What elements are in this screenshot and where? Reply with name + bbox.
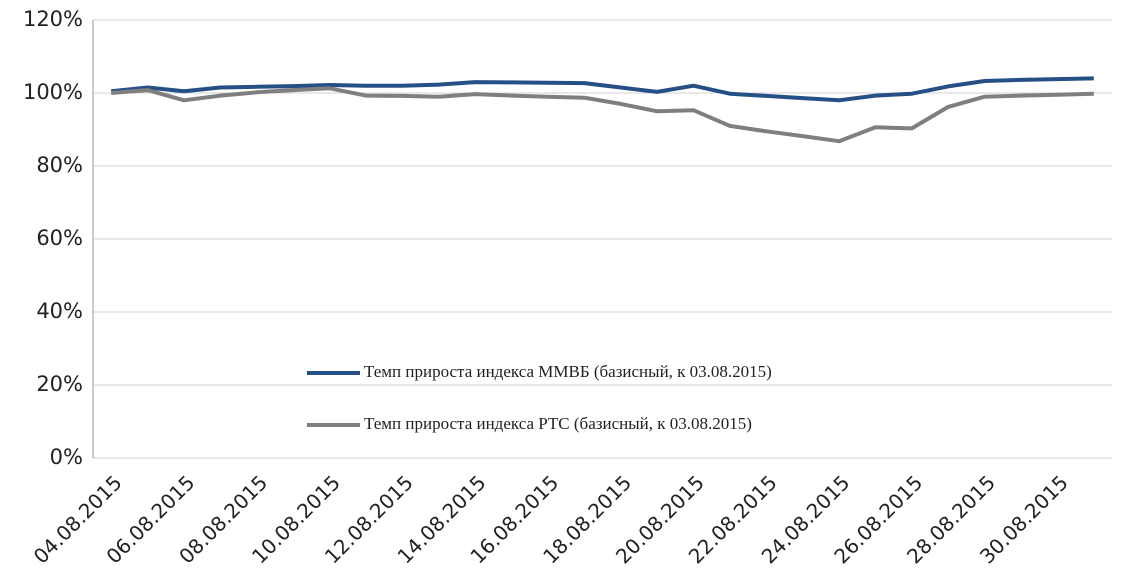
series-line <box>111 86 1094 144</box>
y-tick-label: 40% <box>36 299 83 323</box>
y-tick-label: 60% <box>36 226 83 250</box>
y-tick-label: 100% <box>23 80 83 104</box>
legend-label: Темп прироста индекса РТС (базисный, к 0… <box>364 414 752 433</box>
y-tick-label: 0% <box>50 445 83 469</box>
y-tick-label: 20% <box>36 372 83 396</box>
y-tick-label: 120% <box>23 7 83 31</box>
series-line <box>110 76 1094 103</box>
y-tick-label: 80% <box>36 153 83 177</box>
legend-label: Темп прироста индекса ММВБ (базисный, к … <box>364 362 772 381</box>
